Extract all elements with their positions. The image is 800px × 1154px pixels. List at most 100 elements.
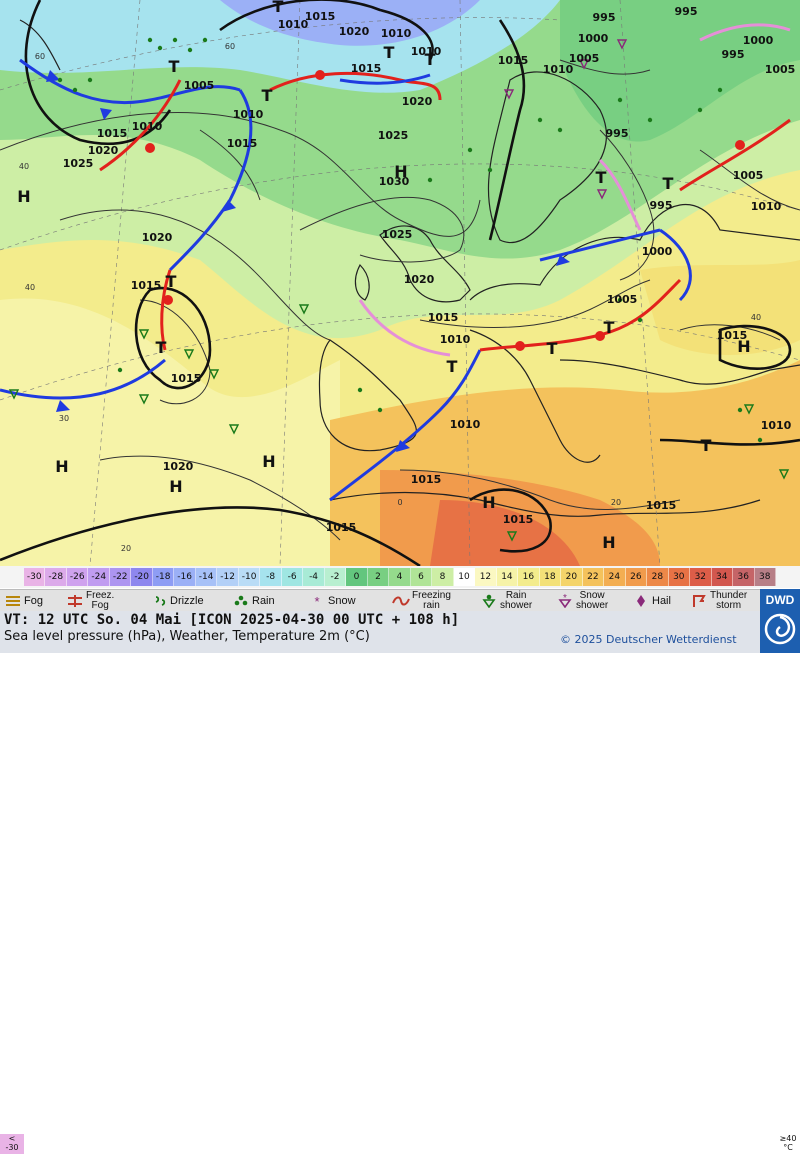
- isobar-label: 1010: [761, 419, 792, 432]
- valid-time: VT: 12 UTC So. 04 Mai [ICON 2025-04-30 0…: [4, 612, 460, 628]
- scale-cell: 18: [539, 568, 562, 586]
- isobar-label: 1020: [88, 144, 119, 157]
- legend-label: Freezing rain: [412, 590, 451, 611]
- high-pressure-center: H: [169, 477, 182, 496]
- isobar-label: 1015: [171, 372, 202, 385]
- legend-label: Hail: [652, 595, 671, 607]
- scale-cell: -14: [195, 568, 218, 586]
- high-pressure-center: H: [262, 452, 275, 471]
- legend-item-drizzle: Drizzle: [150, 590, 204, 612]
- shower-symbols: [8, 304, 790, 542]
- isobar-label: 1025: [63, 157, 94, 170]
- scale-cell: 22: [582, 568, 605, 586]
- isobar-label: 995: [675, 5, 698, 18]
- graticule: [0, 0, 800, 566]
- isobar-label: 1010: [233, 108, 264, 121]
- scale-cell: 36: [733, 568, 755, 586]
- isobar-label: 995: [722, 48, 745, 61]
- copyright: © 2025 Deutscher Wetterdienst: [560, 633, 737, 646]
- legend-label: Snow: [328, 595, 356, 607]
- scale-cell: 0: [346, 568, 368, 586]
- isobar-label: 1010: [381, 27, 412, 40]
- isobar-label: 1015: [503, 513, 534, 526]
- low-pressure-center: T: [384, 43, 395, 62]
- temperature-marks: 40 40 30 20 20 40 0 60 60: [19, 42, 761, 553]
- low-pressure-center: T: [262, 86, 273, 105]
- high-pressure-center: H: [737, 337, 750, 356]
- isobar-label: 995: [650, 199, 673, 212]
- isotherm-label: 40: [25, 283, 35, 292]
- isobar-label: 1025: [378, 129, 409, 142]
- legend-label: Drizzle: [170, 595, 204, 607]
- high-pressure-center: H: [482, 493, 495, 512]
- scale-cell: -16: [174, 568, 196, 586]
- map-subtitle: Sea level pressure (hPa), Weather, Tempe…: [4, 629, 370, 644]
- isotherm-label: 60: [35, 52, 45, 61]
- isobar-label: 1010: [411, 45, 442, 58]
- drizzle-icon: [150, 592, 168, 610]
- low-pressure-center: T: [663, 174, 674, 193]
- isobar-label: 1015: [227, 137, 258, 150]
- isotherm-label: 40: [19, 162, 29, 171]
- scale-cell: -2: [324, 568, 347, 586]
- isobar-label: 1015: [305, 10, 336, 23]
- isobar-label: 1015: [498, 54, 529, 67]
- scale-cell: 20: [561, 568, 583, 586]
- isotherm-label: 60: [225, 42, 235, 51]
- isobars-bold: [0, 0, 800, 566]
- scale-cell: 16: [518, 568, 540, 586]
- low-pressure-center: T: [447, 357, 458, 376]
- isotherm-label: 20: [611, 498, 621, 507]
- isobar-label: 1030: [379, 175, 410, 188]
- scale-cell: 38: [754, 568, 776, 586]
- isobar-label: 1020: [402, 95, 433, 108]
- scale-cell: -12: [217, 568, 239, 586]
- isobar-label: 1010: [278, 18, 309, 31]
- isobar-label: 1015: [131, 279, 162, 292]
- rain-icon: [232, 592, 250, 610]
- snow-shower-symbols: [503, 39, 628, 200]
- low-pressure-center: T: [547, 339, 558, 358]
- fog-icon: [4, 592, 22, 610]
- scale-cell: 28: [647, 568, 669, 586]
- thunderstorm-icon: [690, 592, 708, 610]
- isobar-label: 1025: [382, 228, 413, 241]
- scale-high-end: ≥40 °C: [776, 1134, 800, 1154]
- high-pressure-center: H: [55, 457, 68, 476]
- temperature-color-scale: < -30 -30 -28 -26 -24 -22 -20 -18 -16 -14 -12 -10 -8…: [0, 566, 800, 1154]
- pressure-centers: H H H H H H H H T T T T T T T T T T T T T: [17, 0, 750, 552]
- low-pressure-center: T: [169, 57, 180, 76]
- scale-cell: -28: [45, 568, 67, 586]
- hail-icon: [632, 592, 650, 610]
- legend-item-snow: * Snow: [308, 590, 356, 612]
- high-pressure-center: H: [17, 187, 30, 206]
- low-pressure-center: T: [604, 318, 615, 337]
- scale-cell: 8: [432, 568, 454, 586]
- isobar-label: 1005: [765, 63, 796, 76]
- low-pressure-center: T: [166, 272, 177, 291]
- scale-cell: -10: [238, 568, 261, 586]
- isobar-label: 1020: [404, 273, 435, 286]
- scale-cell: -18: [152, 568, 175, 586]
- scale-cell: 12: [475, 568, 497, 586]
- isobar-label: 1015: [326, 521, 357, 534]
- freezing-fog-icon: [66, 592, 84, 610]
- legend-label: Rain: [252, 595, 275, 607]
- scale-low-end: < -30: [0, 1134, 24, 1154]
- scale-cell: -20: [131, 568, 153, 586]
- legend-item-freezing-rain: Freezing rain: [392, 590, 451, 612]
- isotherm-label: 40: [751, 313, 761, 322]
- isobars: [0, 59, 800, 541]
- isobar-label: 995: [606, 127, 629, 140]
- isobar-label: 1005: [569, 52, 600, 65]
- legend-item-thunderstorm: Thunder storm: [690, 590, 747, 612]
- isobar-label: 1005: [607, 293, 638, 306]
- isobar-label: 1010: [751, 200, 782, 213]
- low-pressure-center: T: [425, 50, 436, 69]
- isobar-label: 1015: [646, 499, 677, 512]
- dwd-logo: DWD: [760, 589, 800, 653]
- legend-label: Thunder storm: [710, 590, 748, 611]
- low-pressure-center: T: [156, 338, 167, 357]
- legend-item-freezing-fog: Freez. Fog: [66, 590, 114, 612]
- high-pressure-center: H: [394, 162, 407, 181]
